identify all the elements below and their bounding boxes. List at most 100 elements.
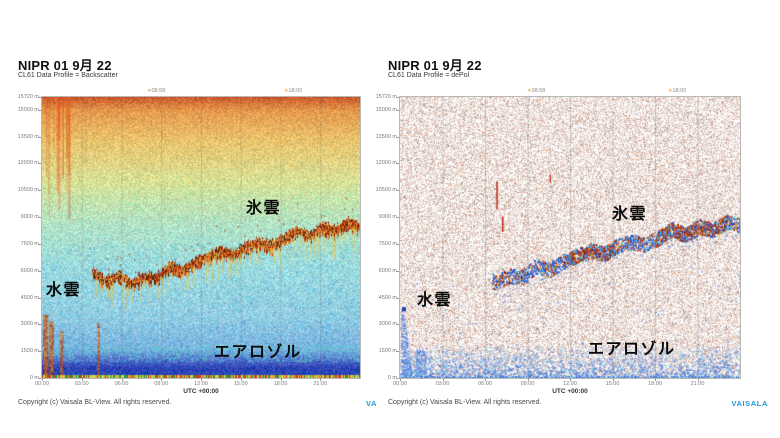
- x-axis-tick-label: 15:00: [605, 381, 620, 387]
- y-axis-tick-mark: [396, 217, 399, 219]
- y-axis-tick-mark: [396, 351, 399, 353]
- sun-icon: ☀: [668, 88, 673, 94]
- x-axis-tick-label: 12:00: [563, 381, 577, 387]
- y-axis-tick-mark: [38, 378, 41, 379]
- backscatter-plot-frame: [41, 96, 361, 379]
- x-axis-tick-label: 03:00: [435, 381, 450, 387]
- depol-heatmap-canvas: [400, 97, 740, 378]
- x-axis-tick-label: 03:00: [74, 381, 89, 387]
- y-axis-tick-mark: [396, 109, 399, 111]
- y-axis-tick-label: 13500 m: [17, 133, 39, 140]
- y-axis-tick-mark: [38, 109, 41, 111]
- sun-marker-time: 08:58: [151, 88, 166, 94]
- x-axis-tick-label: 06:00: [478, 381, 492, 387]
- x-axis-tick-mark: [42, 378, 43, 381]
- x-axis-tick-mark: [121, 378, 123, 381]
- x-axis-tick-mark: [655, 378, 656, 381]
- x-axis-tick-label: 06:00: [114, 381, 129, 387]
- y-axis-tick-mark: [38, 217, 41, 219]
- y-axis-tick-label: 1500 m: [378, 348, 397, 355]
- sunrise-marker: ☀08:58: [147, 88, 166, 95]
- x-axis-tick-mark: [81, 378, 83, 381]
- y-axis-tick-mark: [396, 270, 399, 272]
- y-axis-tick-label: 10500 m: [375, 187, 397, 194]
- y-axis-tick-label: 7500 m: [20, 240, 39, 247]
- y-axis-tick-label: 9000 m: [378, 214, 397, 221]
- x-axis-tick-label: 00:00: [35, 381, 49, 387]
- y-axis-tick-label: 3000 m: [378, 321, 397, 328]
- x-axis-tick-label: 18:00: [648, 381, 662, 387]
- panel-subtitle: CL61 Data Profile = Backscatter: [18, 72, 118, 79]
- x-axis-tick-mark: [442, 378, 444, 381]
- x-axis-tick-mark: [570, 378, 571, 381]
- y-axis-tick-label: 6000 m: [20, 267, 39, 274]
- x-axis-tick-label: 21:00: [313, 381, 328, 387]
- y-axis-tick-mark: [38, 351, 41, 353]
- y-axis-tick-mark: [38, 297, 41, 299]
- x-axis-tick-mark: [280, 378, 282, 381]
- y-axis-tick-label: 7500 m: [378, 240, 397, 247]
- sun-icon: ☀: [147, 88, 152, 94]
- x-axis-tick-mark: [201, 378, 202, 381]
- x-axis-tick-mark: [485, 378, 486, 381]
- copyright-text: Copyright (c) Vaisala BL-View. All right…: [18, 399, 172, 406]
- y-axis-tick-label: 15000 m: [375, 106, 397, 113]
- y-axis-tick-label: 9000 m: [20, 214, 39, 221]
- sun-icon: ☀: [527, 88, 532, 94]
- x-axis-tick-mark: [697, 378, 699, 381]
- y-axis-tick-mark: [38, 190, 41, 192]
- y-axis-tick-label: 12000 m: [17, 160, 39, 167]
- y-axis-tick-label: 13500 m: [375, 133, 397, 140]
- x-axis-tick-label: 21:00: [690, 381, 705, 387]
- annotation-water-cloud-label: 水雲: [417, 292, 453, 309]
- y-axis-tick-mark: [396, 324, 399, 326]
- y-axis-tick-label: 3000 m: [20, 321, 39, 328]
- x-axis-tick-mark: [527, 378, 529, 381]
- sun-marker-time: 08:58: [531, 88, 546, 94]
- x-axis-title: UTC +00:00: [552, 388, 588, 395]
- sunset-marker: ☀18:00: [668, 88, 686, 95]
- y-axis-tick-mark: [38, 97, 41, 98]
- x-axis-tick-label: 15:00: [233, 381, 248, 387]
- panel-subtitle: CL61 Data Profile = dePol: [388, 72, 470, 79]
- annotation-ice-cloud-label: 氷雲: [612, 206, 648, 223]
- annotation-ice-cloud-label: 氷雲: [246, 200, 282, 217]
- panel-title: NIPR 01 9月 22: [18, 58, 112, 73]
- panel-title: NIPR 01 9月 22: [388, 58, 482, 73]
- y-axis-tick-label: 15720 m: [17, 94, 39, 100]
- y-axis-tick-mark: [396, 243, 399, 245]
- y-axis-tick-label: 15000 m: [17, 106, 39, 113]
- sun-marker-time: 18:00: [288, 88, 303, 94]
- y-axis-tick-label: 0 m: [387, 375, 397, 381]
- y-axis-tick-mark: [38, 324, 41, 326]
- sunset-marker: ☀18:00: [284, 88, 303, 95]
- y-axis-tick-label: 12000 m: [375, 160, 397, 167]
- y-axis-tick-label: 4500 m: [378, 294, 397, 301]
- vaisala-logo: VAISALA: [731, 399, 768, 408]
- y-axis-tick-mark: [38, 163, 41, 165]
- copyright-text: Copyright (c) Vaisala BL-View. All right…: [388, 399, 542, 406]
- sun-icon: ☀: [284, 88, 289, 94]
- y-axis-tick-mark: [396, 97, 399, 98]
- annotation-water-cloud-label: 水雲: [46, 282, 82, 299]
- x-axis-tick-label: 00:00: [393, 381, 407, 387]
- x-axis-title: UTC +00:00: [183, 388, 219, 395]
- y-axis-tick-mark: [396, 136, 399, 138]
- x-axis-tick-label: 18:00: [273, 381, 288, 387]
- depol-plot-frame: [399, 96, 741, 379]
- x-axis-tick-label: 09:00: [520, 381, 535, 387]
- x-axis-tick-label: 09:00: [154, 381, 169, 387]
- x-axis-tick-label: 12:00: [194, 381, 208, 387]
- y-axis-tick-mark: [396, 378, 399, 379]
- y-axis-tick-label: 0 m: [29, 375, 39, 381]
- y-axis-tick-mark: [38, 136, 41, 138]
- y-axis-tick-label: 10500 m: [17, 187, 39, 194]
- x-axis-tick-mark: [400, 378, 401, 381]
- y-axis-tick-mark: [38, 270, 41, 272]
- y-axis-tick-label: 15720 m: [375, 94, 397, 100]
- vaisala-logo-partial: VA: [366, 399, 378, 408]
- x-axis-tick-mark: [161, 378, 163, 381]
- annotation-aerosol-label: エアロゾル: [588, 341, 676, 358]
- x-axis-tick-mark: [240, 378, 242, 381]
